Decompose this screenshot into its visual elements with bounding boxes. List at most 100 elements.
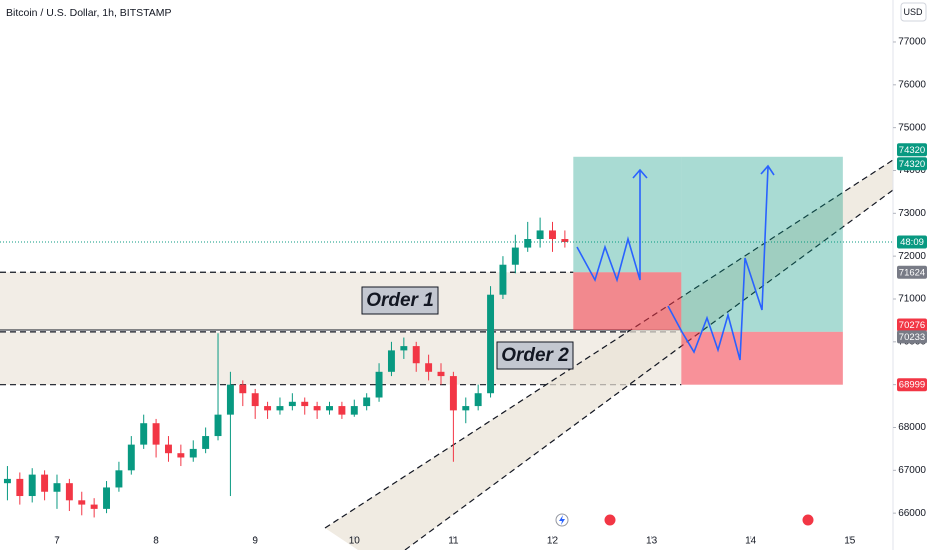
- y-tick-label: 67000: [898, 465, 926, 476]
- candle-body: [65, 483, 73, 501]
- candle-body: [276, 406, 284, 411]
- candle-body: [41, 474, 49, 492]
- price-label: 70276: [899, 320, 925, 331]
- candle-body: [474, 393, 482, 407]
- candle-body: [226, 384, 234, 415]
- candle-body: [536, 230, 544, 240]
- candle-body: [326, 406, 333, 411]
- arrow-head: [760, 164, 775, 176]
- axis-layer: 6600067000680006900070000710007200073000…: [54, 37, 927, 547]
- candle-body: [214, 414, 222, 437]
- candle-body: [152, 423, 160, 445]
- candle-body: [3, 478, 11, 484]
- candle-body: [28, 474, 36, 497]
- candle-body: [90, 504, 98, 509]
- loss-zone: [681, 331, 843, 385]
- profit-zone: [573, 156, 682, 273]
- candle-body: [363, 397, 371, 407]
- event-flag[interactable]: [603, 513, 617, 527]
- y-tick-label: 73000: [898, 208, 926, 219]
- candle-body: [53, 483, 61, 492]
- event-flag[interactable]: [801, 513, 815, 527]
- range-band: [0, 272, 682, 330]
- candles-layer: [0, 156, 893, 518]
- annotation-box: [361, 286, 439, 315]
- price-label: 70233: [899, 332, 925, 343]
- price-label-bg: [897, 157, 927, 171]
- price-label: 68999: [899, 380, 925, 391]
- candle-body: [412, 346, 420, 364]
- candle-body: [313, 406, 321, 411]
- price-label: 48:09: [900, 237, 924, 248]
- candle-body: [115, 470, 123, 488]
- candle-body: [387, 350, 395, 372]
- candle-body: [375, 371, 383, 398]
- price-label-bg: [897, 330, 927, 344]
- price-label-bg: [897, 235, 927, 249]
- candle-body: [202, 436, 210, 449]
- price-label: 71624: [899, 267, 925, 278]
- candle-body: [561, 239, 569, 243]
- price-label-bg: [897, 143, 927, 157]
- x-tick-label: 13: [646, 536, 658, 547]
- candle-body: [239, 384, 247, 394]
- y-tick-label: 72000: [898, 251, 926, 262]
- candle-body: [487, 294, 495, 394]
- candle-body: [78, 500, 86, 505]
- x-tick-label: 10: [349, 536, 361, 547]
- candle-body: [288, 401, 296, 407]
- price-label-bg: [897, 265, 927, 279]
- candle-body: [264, 406, 272, 411]
- price-label: 74320: [899, 145, 925, 156]
- projection-path: [576, 170, 641, 283]
- y-tick-label: 68000: [898, 422, 926, 433]
- annotation: Order 1: [366, 290, 434, 311]
- candle-body: [425, 363, 433, 372]
- x-tick-label: 12: [547, 536, 559, 547]
- y-tick-label: 71000: [898, 294, 926, 305]
- candle-body: [350, 406, 358, 415]
- price-label: 74320: [899, 159, 925, 170]
- x-tick-label: 9: [252, 536, 258, 547]
- candle-body: [511, 247, 519, 265]
- candle-body: [449, 376, 457, 411]
- projection-path: [667, 166, 769, 361]
- candle-body: [524, 239, 532, 248]
- candle-body: [177, 453, 185, 458]
- candle-body: [127, 444, 135, 471]
- y-tick-label: 76000: [898, 79, 926, 90]
- channel-fill: [325, 160, 893, 550]
- x-tick-label: 7: [54, 536, 60, 547]
- channel-line: [324, 159, 894, 529]
- price-label-bg: [897, 318, 927, 332]
- y-tick-label: 75000: [898, 122, 926, 133]
- chart-title: Bitcoin / U.S. Dollar, 1h, BITSTAMP: [6, 7, 172, 19]
- y-tick-label: 74000: [898, 165, 926, 176]
- candle-body: [140, 423, 148, 445]
- arrow-head: [632, 168, 648, 179]
- x-tick-label: 15: [844, 536, 856, 547]
- price-label-bg: [897, 378, 927, 392]
- candle-body: [549, 230, 556, 240]
- x-tick-label: 11: [448, 536, 459, 547]
- candle-body: [400, 346, 408, 351]
- candle-body: [165, 444, 172, 454]
- candle-body: [251, 393, 259, 407]
- y-tick-label: 66000: [898, 508, 926, 519]
- x-tick-label: 14: [745, 536, 757, 547]
- currency-button[interactable]: [900, 2, 927, 22]
- lightning-icon: [559, 515, 565, 525]
- candle-body: [437, 371, 445, 377]
- loss-zone: [573, 272, 682, 330]
- candle-body: [338, 406, 346, 415]
- annotation-box: [496, 341, 574, 370]
- candle-body: [499, 264, 507, 295]
- candle-body: [301, 401, 309, 407]
- candle-body: [103, 487, 111, 509]
- channel-line: [404, 189, 894, 550]
- candle-body: [16, 478, 24, 497]
- candle-body: [462, 406, 470, 411]
- x-tick-label: 8: [153, 536, 159, 547]
